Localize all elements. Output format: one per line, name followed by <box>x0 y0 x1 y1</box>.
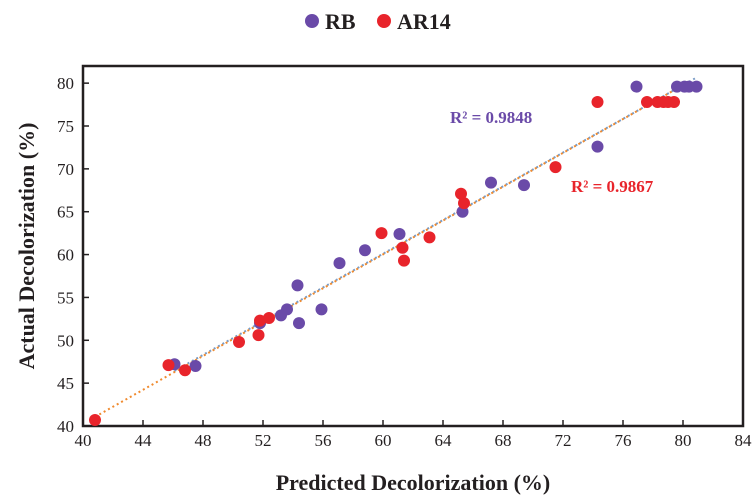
data-point-ar14 <box>89 414 101 426</box>
y-axis-ticks: 40 45 50 55 60 65 70 75 80 <box>57 74 89 436</box>
data-point-ar14 <box>591 96 604 108</box>
data-point-ar14 <box>549 161 562 174</box>
data-point-ar14 <box>254 314 266 327</box>
legend-marker-rb <box>305 14 319 28</box>
data-points <box>89 80 703 426</box>
data-point-rb <box>485 176 497 189</box>
y-tick-label: 50 <box>57 331 74 350</box>
y-tick-label: 60 <box>57 246 74 265</box>
plot-frame <box>81 64 745 428</box>
y-tick-label: 65 <box>57 203 74 222</box>
x-axis-ticks: 40 44 48 52 56 60 64 68 72 76 80 84 <box>75 420 753 450</box>
data-point-ar14 <box>179 364 191 377</box>
data-point-rb <box>591 140 604 153</box>
data-point-ar14 <box>398 254 410 267</box>
y-tick-label: 70 <box>57 160 74 179</box>
data-point-ar14 <box>423 231 436 244</box>
legend: RB AR14 <box>305 9 451 34</box>
data-point-ar14 <box>455 187 467 200</box>
data-point-rb <box>393 228 406 240</box>
x-tick-label: 80 <box>675 431 692 450</box>
data-point-ar14 <box>641 96 653 108</box>
data-point-rb <box>315 303 328 316</box>
x-tick-label: 48 <box>195 431 212 450</box>
data-point-rb <box>690 80 703 93</box>
data-point-rb <box>281 303 293 316</box>
y-tick-label: 75 <box>57 117 74 136</box>
y-tick-label: 40 <box>57 417 74 436</box>
r2-label-rb: R² = 0.9848 <box>450 108 532 127</box>
data-point-ar14 <box>263 312 275 324</box>
data-point-rb <box>291 279 304 292</box>
y-tick-label: 55 <box>57 288 74 307</box>
y-tick-label: 45 <box>57 374 74 393</box>
x-tick-label: 56 <box>315 431 332 450</box>
x-tick-label: 72 <box>555 431 572 450</box>
data-point-rb <box>189 360 202 372</box>
data-point-ar14 <box>396 241 409 254</box>
x-tick-label: 60 <box>375 431 392 450</box>
x-axis-title: Predicted Decolorization (%) <box>276 470 551 495</box>
x-tick-label: 68 <box>495 431 512 450</box>
legend-marker-ar14 <box>377 14 391 28</box>
data-point-rb <box>518 179 530 192</box>
data-point-rb <box>333 257 346 270</box>
x-tick-label: 52 <box>255 431 272 450</box>
y-axis-title: Actual Decolorization (%) <box>14 123 39 370</box>
data-point-rb <box>293 317 305 330</box>
data-point-ar14 <box>458 197 470 210</box>
data-point-rb <box>630 80 643 93</box>
data-point-ar14 <box>252 329 265 342</box>
data-point-ar14 <box>233 336 245 348</box>
legend-label-rb: RB <box>325 9 356 34</box>
x-tick-label: 84 <box>735 431 753 450</box>
r2-label-ar14: R² = 0.9867 <box>571 177 654 196</box>
x-tick-label: 76 <box>615 431 632 450</box>
data-point-ar14 <box>668 96 680 108</box>
data-point-ar14 <box>375 227 388 240</box>
x-tick-label: 40 <box>75 431 92 450</box>
legend-label-ar14: AR14 <box>397 9 451 34</box>
y-tick-label: 80 <box>57 74 74 93</box>
x-tick-label: 64 <box>435 431 453 450</box>
data-point-rb <box>359 244 371 257</box>
data-point-ar14 <box>162 359 175 372</box>
x-tick-label: 44 <box>135 431 153 450</box>
